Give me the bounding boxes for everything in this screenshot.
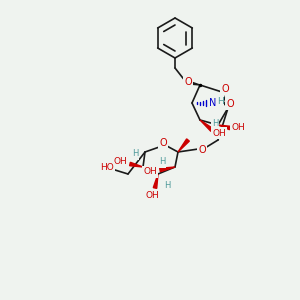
- Text: H: H: [132, 149, 138, 158]
- Text: O: O: [198, 145, 206, 155]
- Text: H: H: [164, 182, 170, 190]
- Polygon shape: [160, 167, 175, 172]
- Text: OH: OH: [143, 167, 157, 176]
- Text: OH: OH: [145, 191, 159, 200]
- Polygon shape: [218, 125, 230, 130]
- Text: O: O: [184, 77, 192, 87]
- Text: OH: OH: [231, 124, 245, 133]
- Text: H: H: [217, 97, 224, 106]
- Polygon shape: [153, 174, 158, 188]
- Polygon shape: [186, 80, 200, 85]
- Text: O: O: [159, 138, 167, 148]
- Text: HO: HO: [100, 164, 114, 172]
- Text: O: O: [221, 84, 229, 94]
- Text: H: H: [212, 118, 218, 127]
- Text: OH: OH: [113, 157, 127, 166]
- Text: N: N: [209, 98, 217, 108]
- Text: H: H: [159, 158, 165, 166]
- Polygon shape: [130, 162, 143, 167]
- Text: O: O: [226, 99, 234, 109]
- Polygon shape: [200, 120, 213, 131]
- Text: OH: OH: [212, 128, 226, 137]
- Polygon shape: [178, 139, 189, 152]
